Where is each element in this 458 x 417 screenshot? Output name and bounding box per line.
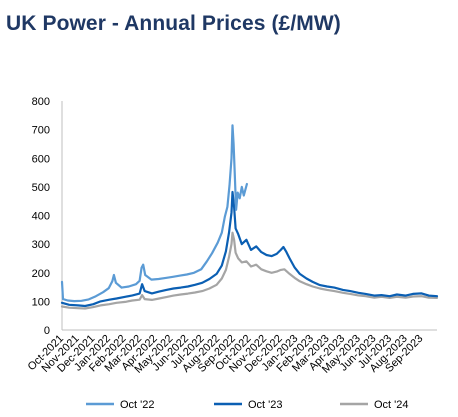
y-tick-label: 100 (32, 296, 50, 308)
x-axis: Oct-2021Nov-2021Dec-2021Jan-2022Feb-2022… (26, 329, 437, 376)
series-line-2 (60, 231, 439, 310)
chart-legend: Oct '22 Oct '23 Oct '24 (86, 399, 409, 411)
series-line-0 (60, 124, 248, 303)
y-tick-label: 600 (32, 153, 50, 165)
y-tick-label: 400 (32, 211, 50, 223)
chart-title: UK Power - Annual Prices (£/MW) (6, 12, 341, 35)
series-line-1 (60, 190, 439, 308)
y-axis: 0 100 200 300 400 500 600 700 800 (32, 96, 63, 337)
y-tick-label: 500 (32, 182, 50, 194)
y-tick-label: 300 (32, 239, 50, 251)
legend-label-0: Oct '22 (120, 399, 155, 411)
legend-label-1: Oct '23 (248, 399, 283, 411)
legend-label-2: Oct '24 (374, 399, 409, 411)
y-tick-label: 700 (32, 125, 50, 137)
y-tick-label: 200 (32, 268, 50, 280)
chart-series (60, 124, 439, 310)
y-tick-label: 800 (32, 96, 50, 108)
y-tick-label: 0 (44, 325, 50, 337)
